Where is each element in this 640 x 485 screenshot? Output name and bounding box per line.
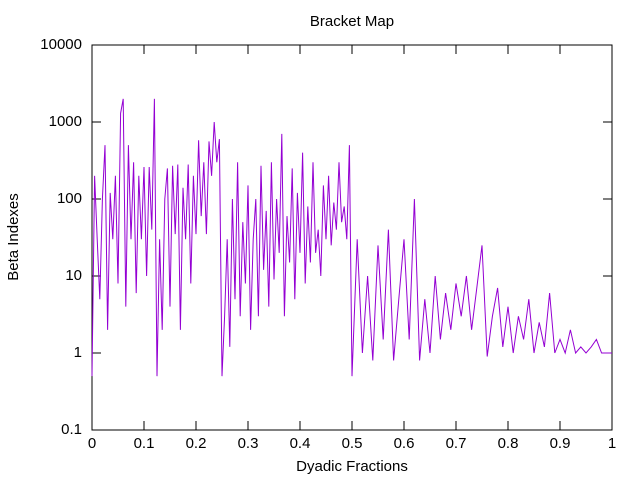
x-tick-label: 0.5 (342, 435, 363, 452)
data-line (91, 98, 612, 377)
x-tick-label: 1 (608, 435, 616, 452)
y-tick-label: 1000 (49, 113, 82, 130)
x-tick-label: 0.6 (394, 435, 415, 452)
x-tick-label: 0.7 (446, 435, 467, 452)
x-tick-label: 0.2 (186, 435, 207, 452)
y-tick-label: 0.1 (61, 421, 82, 438)
x-tick-label: 0.1 (134, 435, 155, 452)
y-tick-label: 10000 (40, 36, 82, 53)
chart-title: Bracket Map (310, 13, 394, 30)
x-tick-label: 0 (88, 435, 96, 452)
y-tick-label: 10 (65, 267, 82, 284)
y-axis-label: Beta Indexes (5, 193, 22, 281)
x-axis-label: Dyadic Fractions (296, 458, 408, 475)
x-tick-label: 0.4 (290, 435, 311, 452)
x-tick-label: 0.8 (498, 435, 519, 452)
x-tick-label: 0.3 (238, 435, 259, 452)
y-tick-label: 1 (74, 344, 82, 361)
y-tick-label: 100 (57, 190, 82, 207)
x-tick-label: 0.9 (550, 435, 571, 452)
